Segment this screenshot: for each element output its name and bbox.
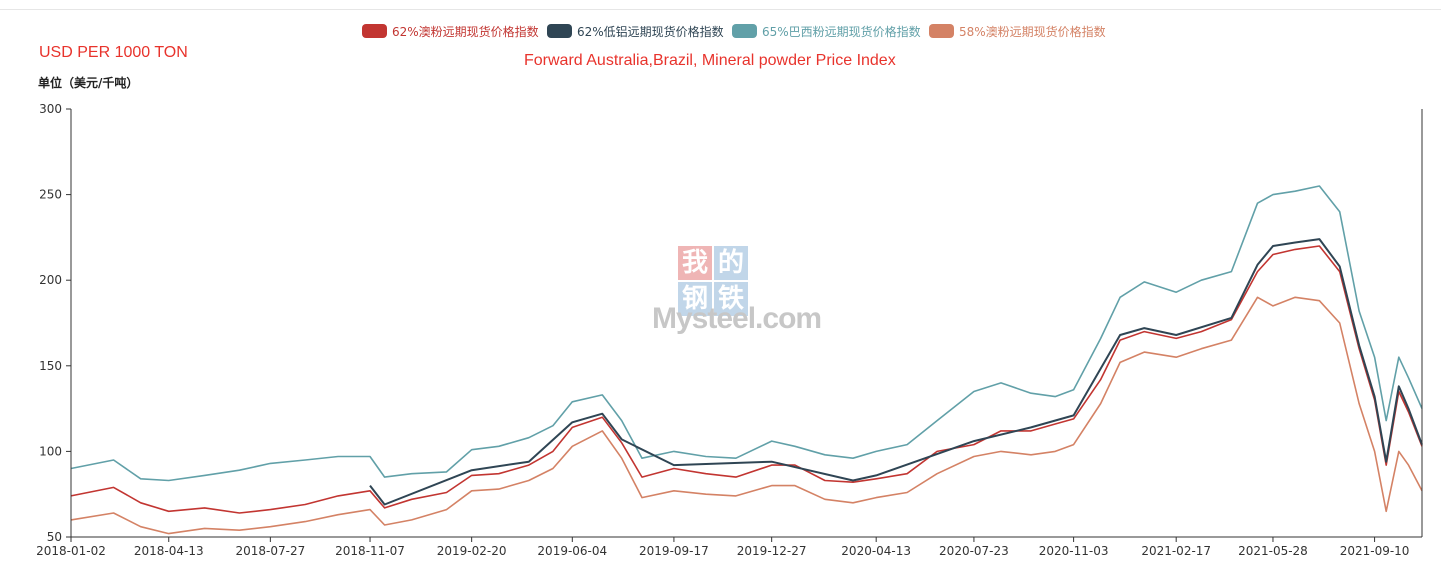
series-lines	[70, 185, 1423, 535]
legend: 62%澳粉远期现货价格指数 62%低铝远期现货价格指数 65%巴西粉远期现货价格…	[0, 22, 1441, 40]
watermark-brand: Mysteel.com	[652, 302, 822, 335]
x-tick-label: 2019-06-04	[537, 544, 607, 558]
watermark-char-1: 我	[678, 246, 712, 280]
x-tick-label: 2021-09-10	[1340, 544, 1410, 558]
legend-label-series-4: 58%澳粉远期现货价格指数	[959, 24, 1106, 39]
x-tick-label: 2019-09-17	[639, 544, 709, 558]
legend-swatch-series-3	[732, 24, 757, 38]
legend-item-series-2[interactable]: 62%低铝远期现货价格指数	[547, 22, 724, 40]
x-tick-label: 2018-01-02	[36, 544, 106, 558]
x-axis-ticks: 2018-01-02 2018-04-13 2018-07-27 2018-11-07…	[36, 537, 1409, 558]
legend-swatch-series-4	[929, 24, 954, 38]
y-tick-label: 300	[39, 102, 62, 116]
y-tick-label: 150	[39, 359, 62, 373]
mysteel-watermark: 我 的 钢 铁 Mysteel.com	[652, 246, 822, 342]
x-tick-label: 2018-07-27	[235, 544, 305, 558]
series-line-4	[70, 296, 1423, 535]
legend-label-series-1: 62%澳粉远期现货价格指数	[392, 24, 539, 39]
series-line-2	[369, 238, 1423, 506]
legend-item-series-3[interactable]: 65%巴西粉远期现货价格指数	[732, 22, 921, 40]
y-tick-label: 100	[39, 444, 62, 458]
legend-label-series-2: 62%低铝远期现货价格指数	[577, 24, 724, 39]
unit-label-en: USD PER 1000 TON	[39, 44, 188, 61]
x-tick-label: 2019-12-27	[737, 544, 807, 558]
x-tick-label: 2019-02-20	[437, 544, 507, 558]
x-tick-label: 2020-11-03	[1039, 544, 1109, 558]
y-tick-label: 50	[47, 530, 62, 544]
y-axis-ticks: 300 250 200 150 100 50	[39, 102, 71, 544]
watermark-char-3: 钢	[678, 282, 712, 316]
x-tick-label: 2018-11-07	[335, 544, 405, 558]
series-line-3	[70, 185, 1423, 482]
chart-title: Forward Australia,Brazil, Mineral powder…	[524, 52, 896, 69]
watermark-char-2: 的	[714, 246, 748, 280]
y-axis-label: 单位（美元/千吨）	[38, 76, 139, 90]
top-divider	[0, 9, 1441, 10]
x-tick-label: 2021-02-17	[1141, 544, 1211, 558]
y-tick-label: 250	[39, 188, 62, 202]
legend-label-series-3: 65%巴西粉远期现货价格指数	[762, 24, 921, 39]
x-tick-label: 2021-05-28	[1238, 544, 1308, 558]
legend-swatch-series-1	[362, 24, 387, 38]
watermark-char-4: 铁	[714, 282, 748, 316]
x-tick-label: 2020-04-13	[841, 544, 911, 558]
legend-item-series-1[interactable]: 62%澳粉远期现货价格指数	[362, 22, 539, 40]
x-tick-label: 2020-07-23	[939, 544, 1009, 558]
y-tick-label: 200	[39, 273, 62, 287]
legend-item-series-4[interactable]: 58%澳粉远期现货价格指数	[929, 22, 1106, 40]
series-line-1	[70, 245, 1423, 514]
legend-swatch-series-2	[547, 24, 572, 38]
x-tick-label: 2018-04-13	[134, 544, 204, 558]
